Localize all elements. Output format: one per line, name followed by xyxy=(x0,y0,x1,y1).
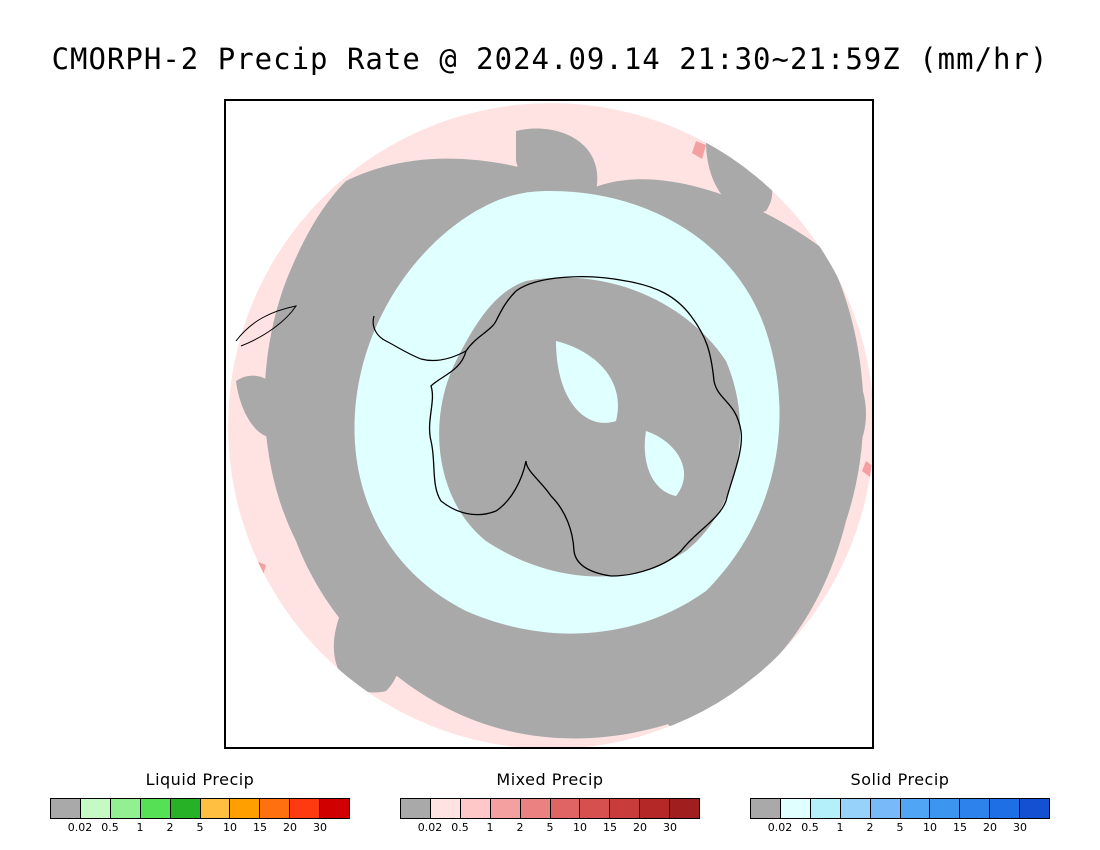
legend-tick-label: 10 xyxy=(923,821,937,834)
legend-tick-label: 2 xyxy=(866,821,874,834)
legend-swatch xyxy=(200,799,231,818)
legend-tick-label: 10 xyxy=(573,821,587,834)
legend-swatch xyxy=(990,799,1021,818)
legend-tick-label: 20 xyxy=(983,821,997,834)
no-precip-interior xyxy=(439,277,741,577)
map-canvas xyxy=(228,103,872,747)
legend-tick-label: 0.5 xyxy=(101,821,119,834)
no-precip-patch xyxy=(516,128,598,206)
legend-tick-label: 0.5 xyxy=(451,821,469,834)
solid-streak xyxy=(644,431,685,496)
legend-swatch xyxy=(320,799,350,818)
liquid-precip-legend: Liquid Precip 0.02 0.5 1 2 5 10 15 20 30 xyxy=(50,770,350,835)
legend-tick-label: 0.02 xyxy=(767,821,793,834)
legend-tick-label: 1 xyxy=(486,821,494,834)
legend-tick-label: 5 xyxy=(196,821,204,834)
legend-tick-label: 15 xyxy=(953,821,967,834)
legend-tick-label: 1 xyxy=(136,821,144,834)
antarctica-coastline xyxy=(428,276,743,577)
legend-swatch xyxy=(640,799,671,818)
legend-swatch xyxy=(520,799,551,818)
precip-field xyxy=(228,103,872,747)
mixed-precip-legend: Mixed Precip 0.02 0.5 1 2 5 10 15 20 30 xyxy=(400,770,700,835)
legend-tick-label: 15 xyxy=(603,821,617,834)
legend-swatch xyxy=(870,799,901,818)
no-precip-patch xyxy=(333,601,401,693)
legend-title: Liquid Precip xyxy=(145,770,255,789)
legend-swatch xyxy=(490,799,521,818)
legend-swatch xyxy=(751,799,781,818)
legend-swatch xyxy=(51,799,81,818)
legend-tick-label: 20 xyxy=(633,821,647,834)
no-precip-patch xyxy=(706,141,773,213)
legend-swatch xyxy=(140,799,171,818)
tick-labels: 0.02 0.5 1 2 5 10 15 20 30 xyxy=(750,821,1050,835)
south-america-tip xyxy=(235,305,298,347)
legend-tick-label: 2 xyxy=(516,821,524,834)
legend-tick-label: 1 xyxy=(836,821,844,834)
legend-tick-label: 5 xyxy=(896,821,904,834)
legend-tick-label: 15 xyxy=(253,821,267,834)
legend-swatch xyxy=(810,799,841,818)
color-bar xyxy=(50,798,350,819)
legend-title: Solid Precip xyxy=(850,770,950,789)
color-bar xyxy=(750,798,1050,819)
legend-title: Mixed Precip xyxy=(496,770,604,789)
legend-swatch xyxy=(401,799,431,818)
polar-map xyxy=(224,99,874,749)
legend-tick-label: 0.02 xyxy=(417,821,443,834)
legend-swatch xyxy=(670,799,700,818)
legend-tick-label: 5 xyxy=(546,821,554,834)
solid-precip-legend: Solid Precip 0.02 0.5 1 2 5 10 15 20 30 xyxy=(750,770,1050,835)
legend-swatch xyxy=(170,799,201,818)
legend-tick-label: 0.5 xyxy=(801,821,819,834)
legend-swatch xyxy=(780,799,811,818)
map-title: CMORPH-2 Precip Rate @ 2024.09.14 21:30~… xyxy=(51,42,1049,76)
mixed-moderate-speck xyxy=(692,141,706,159)
legend-swatch xyxy=(930,799,961,818)
no-precip-patch xyxy=(236,375,288,438)
legend-swatch xyxy=(900,799,931,818)
legend-tick-label: 30 xyxy=(663,821,677,834)
legend-tick-label: 30 xyxy=(313,821,327,834)
legend-tick-label: 20 xyxy=(283,821,297,834)
solid-streak xyxy=(556,341,618,423)
legend-swatch xyxy=(260,799,291,818)
legend-swatch xyxy=(580,799,611,818)
no-precip-patch xyxy=(822,351,866,451)
legend-swatch xyxy=(840,799,871,818)
antarctic-peninsula xyxy=(372,315,467,362)
legend-swatch xyxy=(1020,799,1050,818)
legend-swatch xyxy=(610,799,641,818)
legend-tick-label: 2 xyxy=(166,821,174,834)
legend-swatch xyxy=(230,799,261,818)
legend-swatch xyxy=(430,799,461,818)
legend-swatch xyxy=(290,799,321,818)
tick-labels: 0.02 0.5 1 2 5 10 15 20 30 xyxy=(50,821,350,835)
legend-tick-label: 0.02 xyxy=(67,821,93,834)
legend-swatch xyxy=(550,799,581,818)
legend-swatch xyxy=(110,799,141,818)
tick-labels: 0.02 0.5 1 2 5 10 15 20 30 xyxy=(400,821,700,835)
legend-tick-label: 10 xyxy=(223,821,237,834)
legend-swatch xyxy=(460,799,491,818)
legend-swatch xyxy=(960,799,991,818)
legend-tick-label: 30 xyxy=(1013,821,1027,834)
legend-swatch xyxy=(80,799,111,818)
color-bar xyxy=(400,798,700,819)
